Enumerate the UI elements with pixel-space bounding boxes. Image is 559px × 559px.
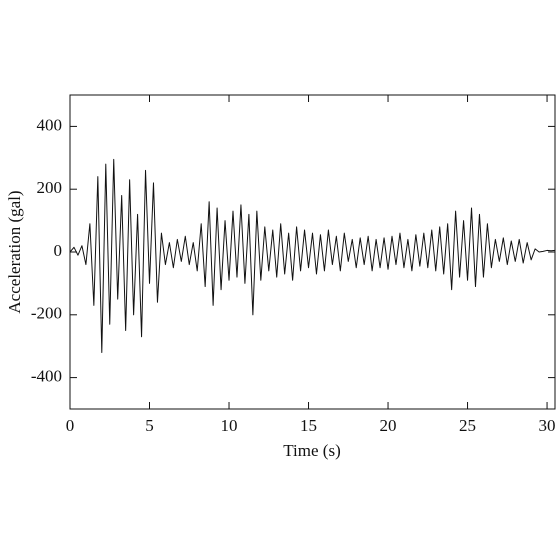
x-tick-label: 0 <box>66 416 75 435</box>
y-tick-label: -200 <box>31 304 62 323</box>
y-tick-label: 0 <box>54 241 63 260</box>
x-axis-label: Time (s) <box>283 441 340 460</box>
x-tick-label: 5 <box>145 416 154 435</box>
y-axis-label: Acceleration (gal) <box>5 190 24 313</box>
x-tick-label: 25 <box>459 416 476 435</box>
x-tick-label: 15 <box>300 416 317 435</box>
x-tick-label: 30 <box>539 416 556 435</box>
series-line <box>69 158 556 353</box>
y-tick-label: 400 <box>37 115 63 134</box>
y-tick-label: 200 <box>37 178 63 197</box>
y-tick-label: -400 <box>31 367 62 386</box>
x-tick-label: 10 <box>221 416 238 435</box>
x-tick-label: 20 <box>380 416 397 435</box>
